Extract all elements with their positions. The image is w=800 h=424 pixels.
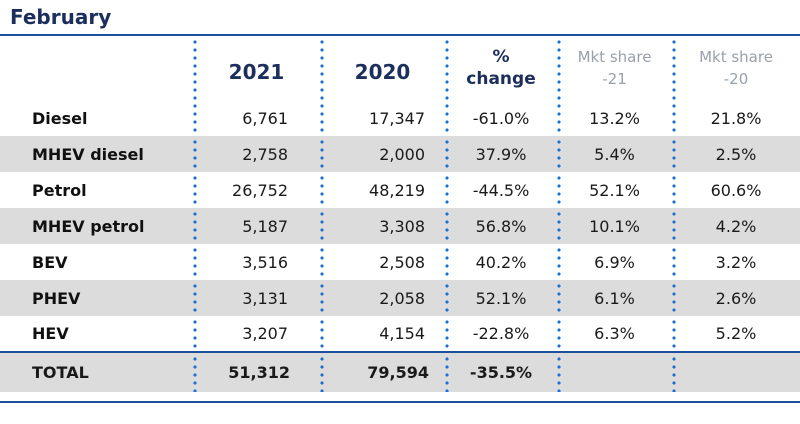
top-rule: [0, 34, 800, 36]
cell-share-21: 6.3%: [557, 316, 672, 352]
header-blank: [0, 36, 193, 100]
cell-2021: 2,758: [193, 136, 320, 172]
header-mkt-share-21: Mkt share -21: [557, 36, 672, 100]
total-label: TOTAL: [0, 351, 193, 392]
table-row: Diesel 6,761 17,347 -61.0% 13.2% 21.8%: [0, 100, 800, 136]
cell-2020: 2,058: [320, 280, 445, 316]
table-row: HEV 3,207 4,154 -22.8% 6.3% 5.2%: [0, 316, 800, 352]
cell-2021: 5,187: [193, 208, 320, 244]
table-row: Petrol 26,752 48,219 -44.5% 52.1% 60.6%: [0, 172, 800, 208]
header-2020: 2020: [320, 36, 445, 100]
cell-share-20: 60.6%: [672, 172, 800, 208]
cell-share-20: 2.5%: [672, 136, 800, 172]
cell-change: 37.9%: [445, 136, 557, 172]
cell-share-20: 3.2%: [672, 244, 800, 280]
table-row: MHEV diesel 2,758 2,000 37.9% 5.4% 2.5%: [0, 136, 800, 172]
cell-2020: 3,308: [320, 208, 445, 244]
total-2021: 51,312: [193, 351, 320, 392]
total-2020: 79,594: [320, 351, 445, 392]
cell-2020: 48,219: [320, 172, 445, 208]
row-label: HEV: [32, 324, 69, 343]
header-row: 2021 2020 % change Mkt share -21 Mkt sha…: [0, 36, 800, 100]
cell-2021: 26,752: [193, 172, 320, 208]
row-label: Diesel: [32, 108, 88, 128]
cell-share-21: 13.2%: [557, 100, 672, 136]
table-title: February: [10, 5, 112, 29]
cell-share-20: 5.2%: [672, 316, 800, 352]
header-pct-change: % change: [445, 36, 557, 100]
cell-share-21: 6.9%: [557, 244, 672, 280]
cell-2021: 3,131: [193, 280, 320, 316]
cell-2020: 4,154: [320, 316, 445, 352]
row-label: BEV: [32, 252, 68, 272]
bottom-rule: [0, 401, 800, 403]
row-label: Petrol: [32, 180, 87, 200]
cell-2020: 17,347: [320, 100, 445, 136]
cell-share-21: 10.1%: [557, 208, 672, 244]
table-row: MHEV petrol 5,187 3,308 56.8% 10.1% 4.2%: [0, 208, 800, 244]
total-row: TOTAL 51,312 79,594 -35.5%: [0, 351, 800, 392]
table-row: BEV 3,516 2,508 40.2% 6.9% 3.2%: [0, 244, 800, 280]
total-share-21: [557, 351, 672, 392]
cell-change: -22.8%: [445, 316, 557, 352]
row-label: MHEV diesel: [0, 136, 193, 172]
cell-change: 56.8%: [445, 208, 557, 244]
header-mkt-share-20: Mkt share -20: [672, 36, 800, 100]
cell-change: -44.5%: [445, 172, 557, 208]
cell-share-20: 21.8%: [672, 100, 800, 136]
row-label: MHEV petrol: [0, 208, 193, 244]
cell-change: -61.0%: [445, 100, 557, 136]
row-label: PHEV: [0, 280, 193, 316]
cell-2020: 2,000: [320, 136, 445, 172]
cell-change: 40.2%: [445, 244, 557, 280]
cell-share-20: 4.2%: [672, 208, 800, 244]
registrations-table: 2021 2020 % change Mkt share -21 Mkt sha…: [0, 36, 800, 392]
cell-change: 52.1%: [445, 280, 557, 316]
header-2021: 2021: [193, 36, 320, 100]
total-change: -35.5%: [445, 351, 557, 392]
table-row: PHEV 3,131 2,058 52.1% 6.1% 2.6%: [0, 280, 800, 316]
total-share-20: [672, 351, 800, 392]
cell-share-21: 5.4%: [557, 136, 672, 172]
cell-2021: 6,761: [193, 100, 320, 136]
cell-share-21: 52.1%: [557, 172, 672, 208]
cell-2021: 3,207: [193, 316, 320, 352]
cell-2020: 2,508: [320, 244, 445, 280]
cell-share-21: 6.1%: [557, 280, 672, 316]
cell-share-20: 2.6%: [672, 280, 800, 316]
cell-2021: 3,516: [193, 244, 320, 280]
